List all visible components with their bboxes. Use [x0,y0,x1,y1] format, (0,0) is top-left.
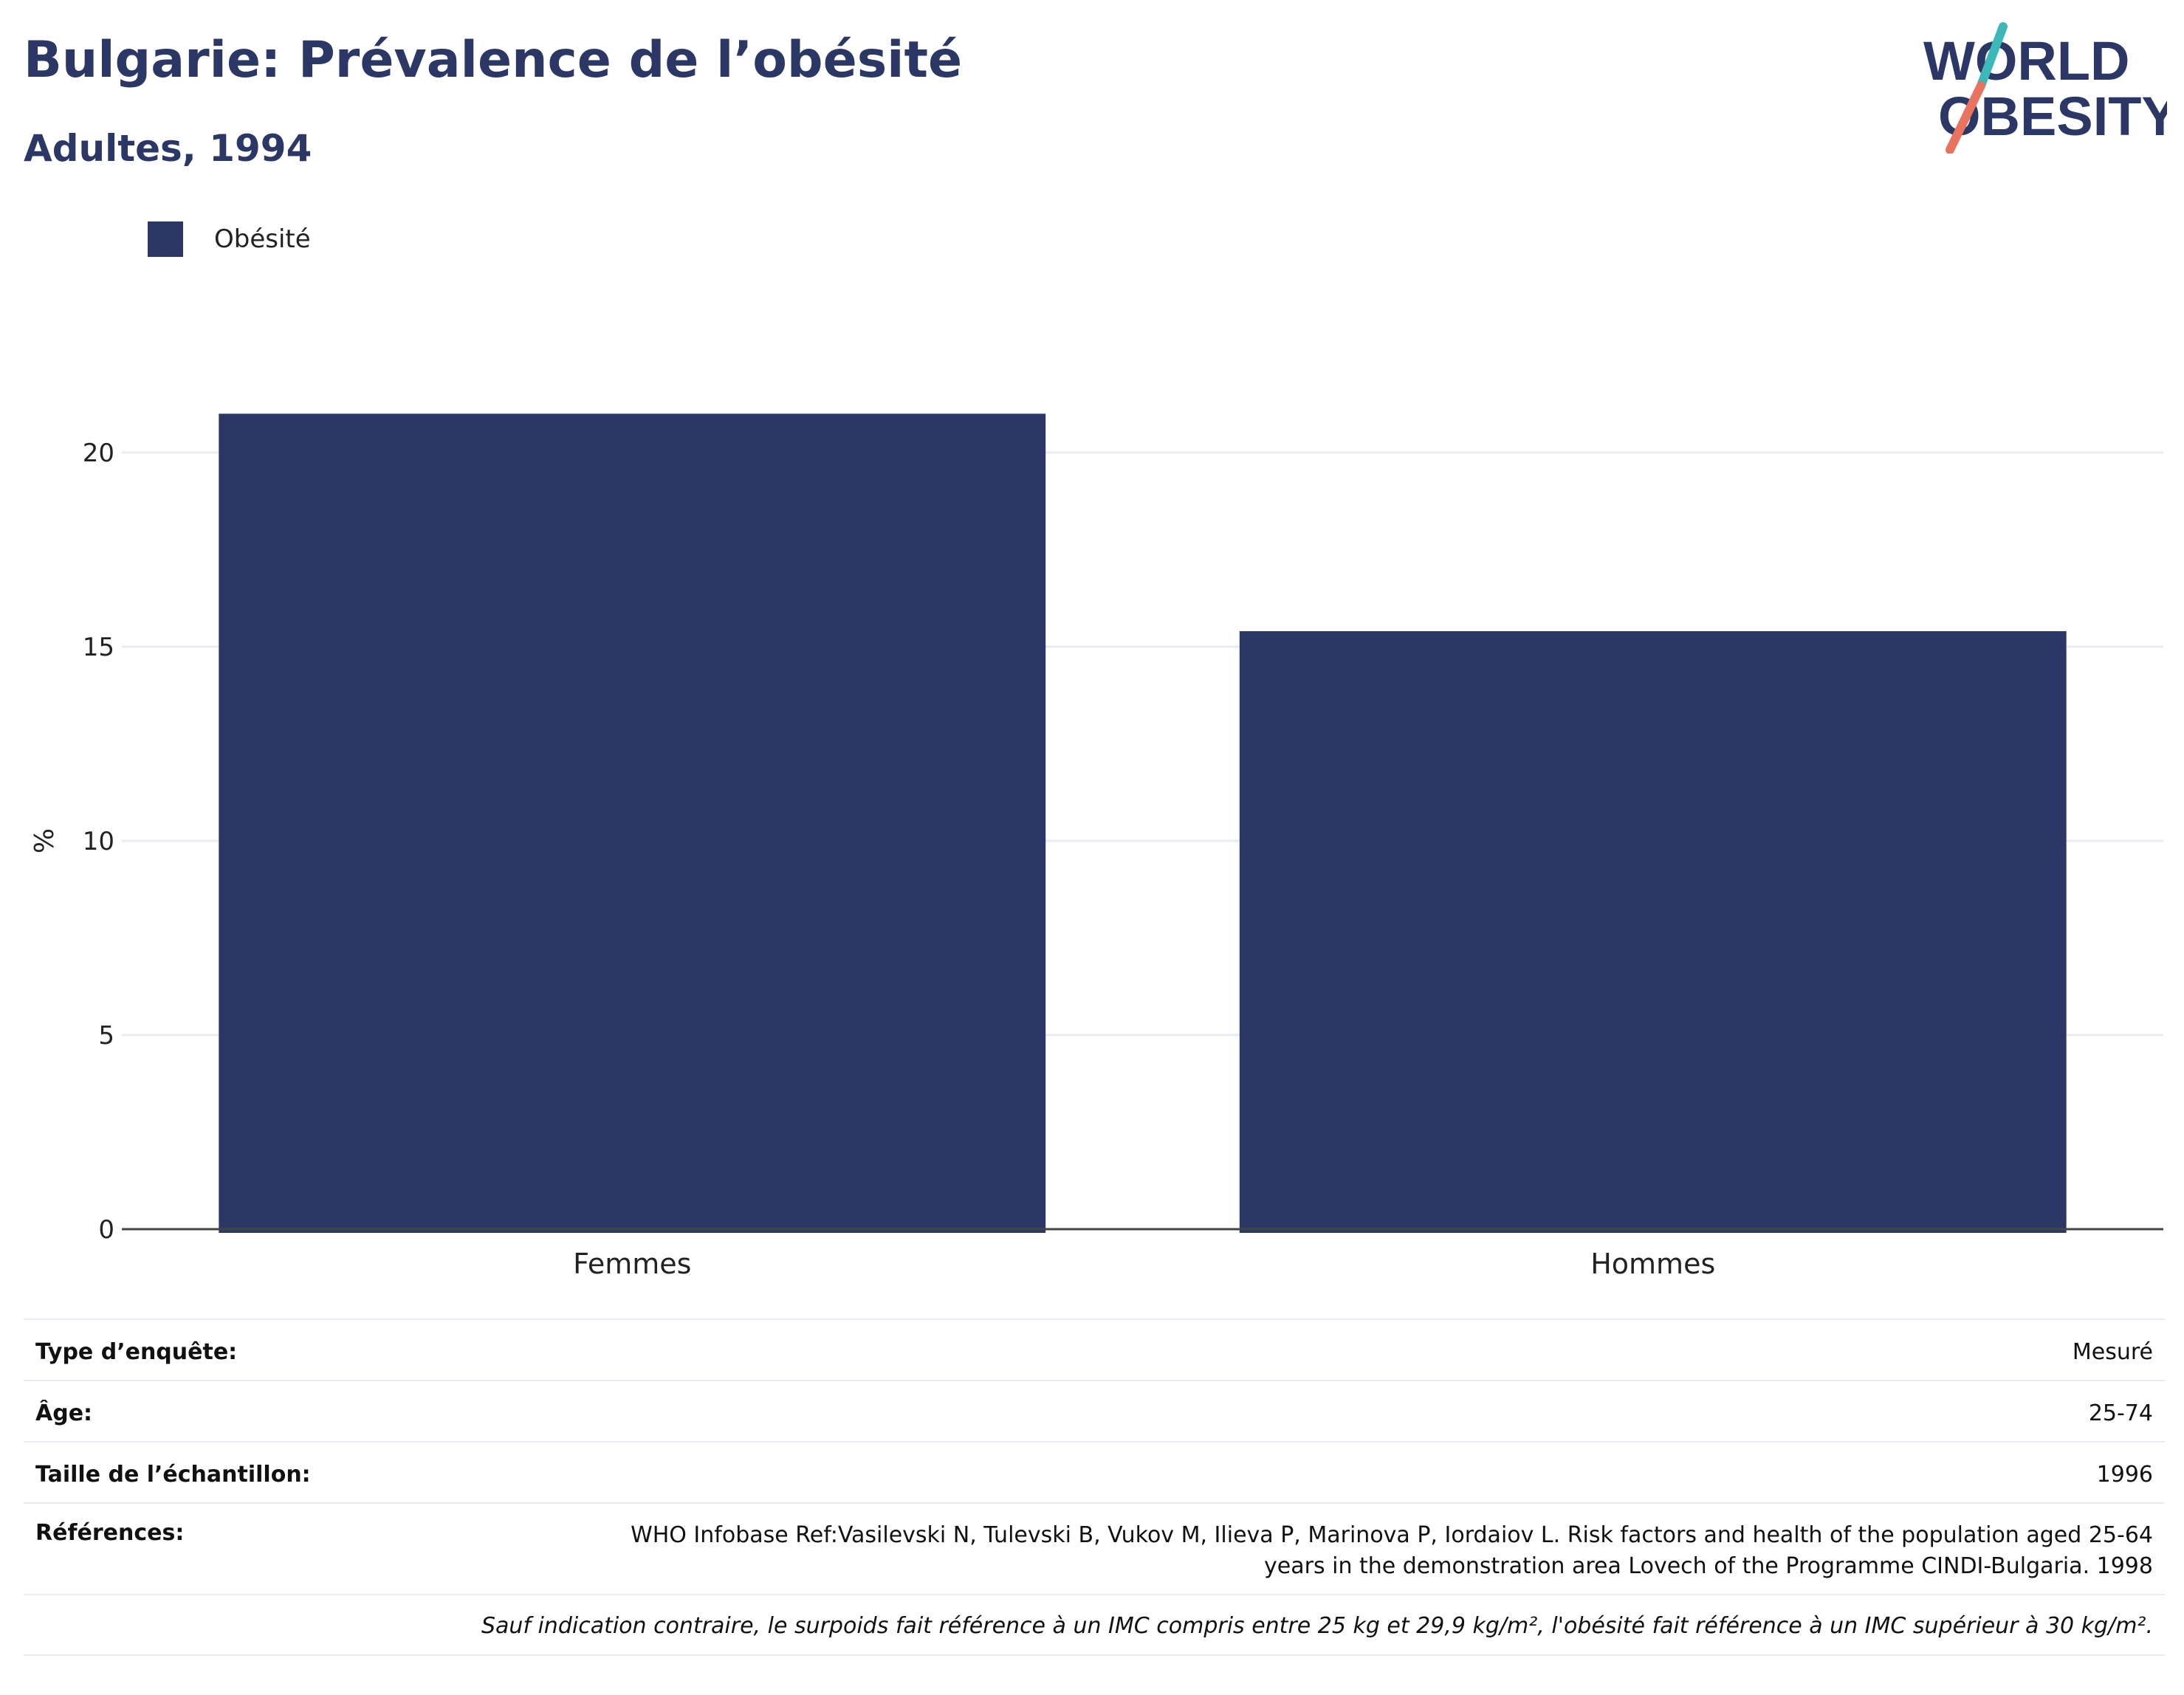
age-label: Âge: [35,1400,93,1426]
info-row-sample-size: Taille de l’échantillon: 1996 [24,1441,2165,1502]
survey-info-table: Type d’enquête: Mesuré Âge: 25-74 Taille… [24,1318,2165,1656]
sample-size-label: Taille de l’échantillon: [35,1462,311,1488]
world-obesity-logo: WORLD OBESITY [1923,22,2167,154]
y-tick-label-20: 20 [83,439,114,468]
page-subtitle: Adultes, 1994 [24,127,312,170]
bmi-definition-note: Sauf indication contraire, le surpoids f… [481,1613,2153,1639]
info-row-references: Références: WHO Infobase Ref:Vasilevski … [24,1502,2165,1594]
logo-slash-top [1977,22,2008,90]
survey-type-value: Mesuré [2072,1339,2153,1365]
references-value: WHO Infobase Ref:Vasilevski N, Tulevski … [631,1522,2153,1579]
page-title: Bulgarie: Prévalence de l’obésité [24,31,963,89]
info-row-note: Sauf indication contraire, le surpoids f… [24,1594,2165,1656]
age-value: 25-74 [2088,1400,2153,1426]
y-tick-label-5: 5 [98,1021,114,1051]
info-row-survey-type: Type d’enquête: Mesuré [24,1318,2165,1380]
logo-word-world: WORLD [1923,30,2130,92]
legend-swatch-obesity [148,221,183,257]
y-axis-label: % [30,828,60,853]
y-tick-label-10: 10 [83,827,114,856]
bar-chart: 0 5 10 15 20% Femmes Hommes [30,413,2163,1280]
logo-slash-bottom [1946,81,1985,154]
references-label: Références: [35,1520,185,1546]
legend-label-obesity: Obésité [214,224,311,254]
sample-size-value: 1996 [2096,1462,2153,1488]
y-tick-label-15: 15 [83,633,114,662]
chart-legend: Obésité [148,221,311,257]
info-row-age: Âge: 25-74 [24,1380,2165,1441]
y-tick-label-0: 0 [98,1215,114,1245]
bar-femmes [219,413,1046,1233]
x-tick-label-femmes: Femmes [573,1248,691,1280]
survey-type-label: Type d’enquête: [35,1339,238,1365]
bar-hommes [1239,630,2067,1233]
x-tick-label-hommes: Hommes [1590,1248,1715,1280]
